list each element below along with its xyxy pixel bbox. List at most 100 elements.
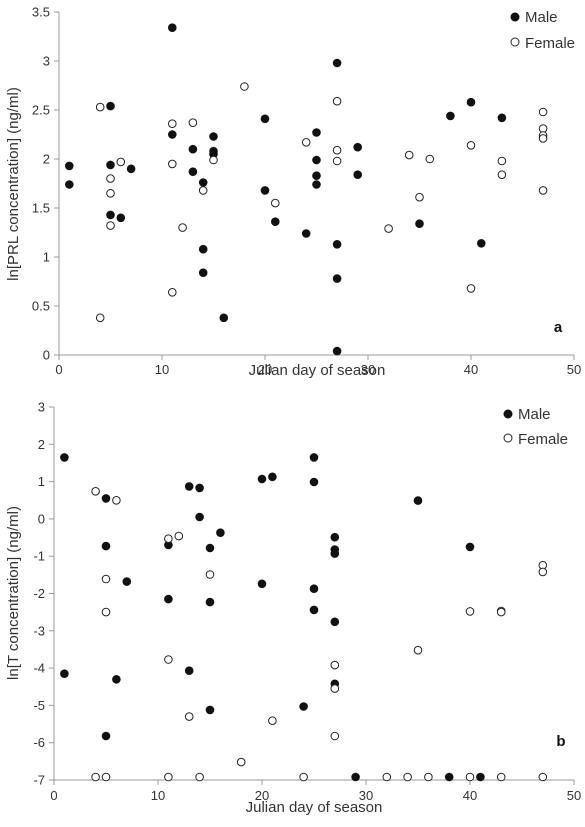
panel-a-male-point	[260, 186, 270, 195]
panel-b-male-point	[309, 605, 319, 615]
panel-b-female-point	[403, 772, 412, 782]
panel-b-male-point	[60, 669, 69, 679]
panel-a-female-point	[95, 313, 105, 323]
panel-a-female-point	[95, 102, 105, 112]
panel-b-y-axis-title: ln[T concentration] (ng/ml)	[5, 506, 22, 680]
panel-b-male-point	[101, 541, 111, 551]
panel-a-male-point	[353, 170, 363, 179]
panel-a-female-point	[168, 159, 177, 169]
panel-b-female-point	[465, 772, 475, 782]
panel-b-x-tick-label: 30	[359, 788, 373, 803]
panel-b-y-tick-label: 2	[38, 437, 45, 452]
panel-b-female-point	[465, 607, 475, 616]
panel-a-male-point	[116, 213, 126, 223]
panel-a-male-point	[106, 210, 115, 220]
panel-a-legend: Male Female	[510, 9, 575, 52]
panel-b-male-point	[444, 772, 454, 782]
panel-b-male-point	[101, 731, 111, 741]
panel-a-female-point	[106, 189, 115, 198]
panel-b-male-point	[330, 532, 340, 542]
panel-a-x-tick-label: 0	[55, 362, 62, 377]
panel-a-female-point	[116, 157, 126, 167]
panel-a-legend-female-marker	[510, 37, 520, 47]
panel-b-male-point	[205, 597, 215, 607]
panel-a-male-point	[415, 219, 424, 228]
panel-b-female-point	[164, 534, 173, 544]
panel-a-label: a	[554, 319, 563, 336]
panel-a-y-tick-label: 0	[43, 348, 50, 363]
panel-a-male-point	[219, 313, 229, 323]
panel-b-legend-female-marker	[503, 433, 513, 443]
panel-b-female-point	[101, 607, 111, 617]
panel-a-female-point	[497, 170, 507, 179]
panel-b-male-point	[309, 477, 319, 487]
panel-a-y-tick-label: 3	[43, 54, 50, 69]
panel-a-female-point	[425, 154, 435, 164]
panel-a-male-point	[188, 167, 198, 176]
panel-a-female-point	[404, 150, 414, 160]
panel-a-legend-female-label: Female	[525, 35, 575, 52]
panel-b-male-point	[413, 496, 423, 505]
panel-b-male-point	[101, 494, 111, 503]
panel-a-female-point	[332, 156, 342, 166]
panel-b-legend-male-label: Male	[518, 406, 551, 423]
panel-b-male-point	[309, 584, 319, 594]
panel-a-female-point	[415, 192, 424, 202]
panel-b-y-ticks: -7 -6 -5 -4 -3 -2 -1 0 1 2 3	[33, 400, 54, 788]
panel-a-female-point	[178, 223, 187, 232]
panel-a-female-point	[188, 118, 198, 127]
panel-a-female-point	[466, 141, 476, 150]
panel-a-legend-male-marker	[510, 12, 520, 22]
panel-b-female-point	[112, 496, 121, 505]
panel-a-male-point	[312, 155, 321, 165]
panel-a-male-point	[260, 114, 270, 124]
panel-b-female-point	[330, 731, 340, 741]
panel-b-female-point	[164, 655, 173, 664]
panel-b-data-points	[60, 453, 548, 782]
panel-b-male-point	[465, 542, 475, 552]
panel-b-male-point	[309, 453, 319, 462]
panel-a-male-point	[65, 161, 74, 171]
panel-a-y-tick-label: 1.5	[32, 201, 50, 216]
panel-b-y-tick-label: -2	[33, 586, 45, 601]
panel-b-male-point	[112, 675, 121, 684]
panel-b-x-tick-label: 20	[255, 788, 269, 803]
panel-b-y-tick-label: -5	[33, 698, 45, 713]
panel-a-male-point	[198, 178, 208, 187]
panel-a-x-tick-label: 10	[155, 362, 169, 377]
panel-b-male-point	[299, 702, 308, 711]
panel-b-male-point	[268, 472, 277, 482]
panel-a-female-point	[106, 221, 115, 230]
panel-b-female-point	[91, 772, 100, 782]
panel-b-female-point	[538, 567, 548, 577]
panel-b-y-tick-label: -4	[33, 661, 45, 676]
panel-b-male-point	[164, 594, 173, 604]
panel-a-data-points	[65, 23, 548, 356]
panel-b-female-point	[330, 660, 340, 670]
panel-a-male-point	[332, 346, 342, 356]
panel-b-t-chart: -7 -6 -5 -4 -3 -2 -1 0 1 2 3 0 10 20 30 40 50 Julian da…	[5, 400, 581, 817]
panel-b-male-point	[122, 577, 132, 586]
panel-a-female-point	[538, 186, 548, 195]
panel-a-female-point	[301, 138, 311, 147]
panel-b-male-point	[257, 579, 267, 589]
panel-a-x-tick-label: 40	[464, 362, 478, 377]
panel-a-x-axis-title: Julian day of season	[249, 362, 386, 379]
panel-b-female-point	[496, 772, 506, 782]
panel-b-label: b	[556, 733, 565, 750]
panel-b-male-point	[330, 617, 340, 627]
panel-b-male-point	[351, 772, 360, 782]
panel-a-male-point	[466, 97, 476, 107]
panel-a-female-point	[168, 119, 177, 128]
panel-b-female-point	[299, 772, 308, 782]
panel-a-female-point	[384, 224, 393, 233]
panel-a-male-point	[477, 239, 486, 248]
panel-b-male-point	[195, 512, 204, 522]
panel-b-x-tick-label: 0	[50, 788, 57, 803]
panel-b-male-point	[184, 666, 194, 676]
panel-a-female-point	[240, 82, 249, 91]
panel-b-male-point	[205, 543, 215, 553]
panel-a-x-tick-label: 20	[258, 362, 272, 377]
panel-a-male-point	[198, 268, 208, 278]
panel-a-y-tick-label: 1	[43, 250, 50, 265]
